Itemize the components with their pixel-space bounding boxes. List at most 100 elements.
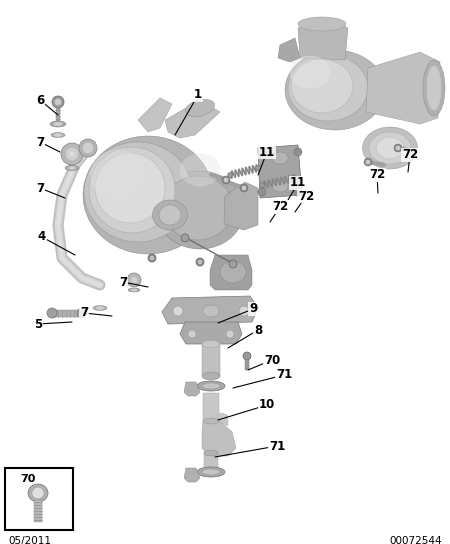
- Text: 9: 9: [218, 302, 257, 323]
- Circle shape: [148, 254, 156, 262]
- Ellipse shape: [89, 147, 175, 233]
- Polygon shape: [210, 255, 252, 290]
- Text: 11: 11: [258, 145, 275, 175]
- Text: 6: 6: [36, 94, 58, 115]
- Ellipse shape: [290, 56, 330, 88]
- Ellipse shape: [180, 154, 220, 186]
- Ellipse shape: [202, 372, 220, 380]
- Polygon shape: [165, 100, 220, 138]
- Circle shape: [366, 160, 370, 164]
- Bar: [204, 452, 218, 470]
- Circle shape: [292, 176, 297, 181]
- Ellipse shape: [298, 17, 346, 31]
- Circle shape: [198, 260, 202, 264]
- Ellipse shape: [83, 136, 213, 254]
- Text: 1: 1: [175, 89, 202, 135]
- Text: 05/2011: 05/2011: [8, 536, 51, 544]
- Circle shape: [173, 306, 183, 316]
- Text: 7: 7: [119, 275, 148, 288]
- Circle shape: [188, 330, 196, 338]
- Circle shape: [127, 273, 141, 287]
- Ellipse shape: [54, 134, 62, 136]
- Circle shape: [131, 277, 137, 283]
- Ellipse shape: [197, 381, 225, 391]
- Circle shape: [239, 306, 249, 316]
- Ellipse shape: [203, 305, 219, 317]
- Ellipse shape: [65, 165, 79, 170]
- Circle shape: [77, 308, 87, 318]
- Ellipse shape: [131, 289, 137, 291]
- Circle shape: [294, 188, 302, 196]
- Ellipse shape: [197, 467, 225, 477]
- Ellipse shape: [272, 152, 288, 164]
- Text: 5: 5: [34, 318, 72, 331]
- Text: 72: 72: [402, 149, 418, 172]
- Bar: [5, 468, 73, 530]
- Ellipse shape: [202, 383, 220, 389]
- Ellipse shape: [288, 55, 368, 121]
- Polygon shape: [366, 52, 440, 124]
- Circle shape: [150, 256, 154, 260]
- Text: 8: 8: [228, 324, 262, 348]
- Text: 70: 70: [248, 354, 280, 370]
- Bar: [34, 500, 42, 522]
- Circle shape: [224, 178, 228, 182]
- Ellipse shape: [185, 100, 215, 116]
- Ellipse shape: [291, 59, 353, 113]
- Text: 4: 4: [38, 231, 75, 255]
- Circle shape: [70, 152, 74, 156]
- Circle shape: [66, 148, 78, 160]
- Ellipse shape: [84, 142, 192, 242]
- Ellipse shape: [202, 341, 220, 348]
- Ellipse shape: [376, 137, 404, 159]
- Ellipse shape: [50, 121, 66, 127]
- Ellipse shape: [32, 487, 44, 498]
- Bar: [203, 393, 219, 421]
- Circle shape: [258, 188, 266, 196]
- Ellipse shape: [28, 484, 48, 502]
- Text: 00072544: 00072544: [389, 536, 442, 544]
- Text: 72: 72: [369, 169, 385, 193]
- Bar: [56, 108, 60, 122]
- Text: 72: 72: [295, 189, 314, 212]
- Circle shape: [52, 96, 64, 108]
- Bar: [52, 310, 82, 317]
- Text: 7: 7: [36, 135, 60, 152]
- Circle shape: [260, 182, 265, 188]
- Circle shape: [47, 308, 57, 318]
- Circle shape: [364, 158, 372, 166]
- Ellipse shape: [156, 171, 244, 249]
- Ellipse shape: [285, 50, 385, 130]
- Ellipse shape: [363, 127, 418, 169]
- Circle shape: [196, 258, 204, 266]
- Ellipse shape: [203, 418, 219, 424]
- Polygon shape: [224, 182, 258, 230]
- Polygon shape: [278, 38, 300, 62]
- Ellipse shape: [427, 66, 441, 110]
- Ellipse shape: [90, 150, 145, 200]
- Text: 7: 7: [36, 182, 65, 198]
- Circle shape: [294, 148, 302, 156]
- Text: 71: 71: [215, 440, 285, 457]
- Polygon shape: [138, 98, 172, 132]
- Text: 71: 71: [233, 368, 292, 388]
- Ellipse shape: [95, 153, 165, 223]
- Ellipse shape: [54, 122, 62, 126]
- Polygon shape: [258, 145, 302, 198]
- Text: 7: 7: [80, 306, 112, 319]
- Circle shape: [396, 146, 400, 150]
- Ellipse shape: [369, 132, 411, 164]
- Ellipse shape: [159, 205, 181, 225]
- Circle shape: [222, 176, 230, 184]
- Circle shape: [242, 186, 246, 190]
- Text: 72: 72: [270, 201, 288, 222]
- Ellipse shape: [202, 469, 220, 475]
- Circle shape: [229, 260, 237, 268]
- Circle shape: [258, 148, 266, 156]
- Text: 11: 11: [288, 176, 306, 200]
- Polygon shape: [162, 296, 258, 324]
- Circle shape: [55, 99, 61, 105]
- Ellipse shape: [51, 133, 65, 138]
- Circle shape: [243, 352, 251, 360]
- Ellipse shape: [93, 306, 107, 311]
